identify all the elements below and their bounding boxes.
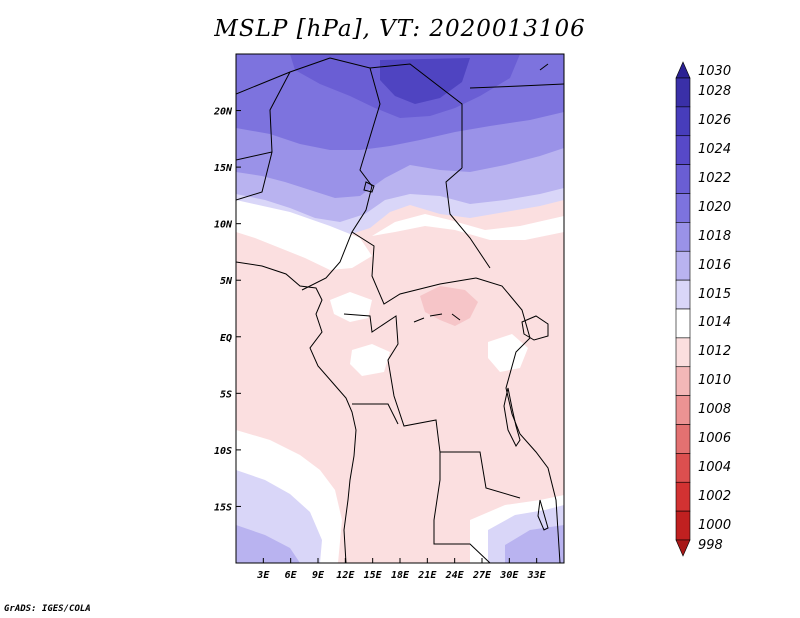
x-tick-label: 33E bbox=[527, 570, 547, 581]
colorbar-level-label: 1012 bbox=[698, 344, 732, 360]
colorbar-level-label: 1022 bbox=[698, 171, 732, 187]
lake-victoria bbox=[521, 315, 549, 341]
colorbar-level-label: 1016 bbox=[698, 257, 732, 273]
contour-1014-patch bbox=[488, 334, 528, 372]
colorbar-swatch bbox=[675, 510, 691, 541]
colorbar-level-label: 1002 bbox=[698, 488, 732, 504]
colorbar-swatch bbox=[675, 250, 691, 281]
colorbar-swatch bbox=[675, 222, 691, 252]
y-tick-label: 10S bbox=[214, 446, 232, 457]
x-tick-label: 18E bbox=[391, 570, 410, 581]
colorbar-level-label: 1006 bbox=[698, 430, 732, 446]
y-tick-label: 10N bbox=[214, 220, 233, 231]
colorbar-swatch bbox=[675, 77, 691, 108]
colorbar-swatch bbox=[675, 337, 691, 368]
colorbar-swatch bbox=[675, 135, 691, 165]
colorbar-swatch bbox=[675, 424, 691, 454]
contour-1016-south bbox=[236, 525, 300, 563]
colorbar-level-label: 1008 bbox=[698, 402, 732, 418]
x-tick-label: 6E bbox=[285, 570, 298, 581]
y-axis-ticks: 20N 15N 10N 5N EQ 5S 10S 15S bbox=[213, 107, 241, 513]
lake-tanganyika bbox=[503, 387, 521, 447]
colorbar-level-label: 1026 bbox=[698, 113, 732, 129]
contour-1012-low bbox=[420, 286, 478, 326]
x-tick-label: 30E bbox=[499, 570, 519, 581]
colorbar-level-label: 1014 bbox=[698, 315, 732, 331]
x-tick-label: 21E bbox=[417, 570, 437, 581]
x-tick-label: 15E bbox=[364, 570, 383, 581]
credit-text: GrADS: IGES/COLA bbox=[4, 604, 91, 614]
y-tick-label: 15S bbox=[214, 502, 232, 513]
lake-chad bbox=[363, 181, 375, 193]
y-tick-label: 20N bbox=[213, 107, 233, 118]
colorbar-swatch bbox=[675, 164, 691, 194]
y-tick-label: EQ bbox=[220, 333, 232, 344]
pressure-field bbox=[236, 54, 564, 563]
colorbar-swatch bbox=[675, 308, 691, 339]
colorbar-level-label: 1030 bbox=[698, 64, 732, 80]
y-tick-label: 15N bbox=[214, 163, 233, 174]
colorbar-level-label: 1018 bbox=[698, 228, 732, 244]
contour-1014-band bbox=[236, 200, 564, 270]
colorbar-level-label: 1010 bbox=[698, 373, 732, 389]
colorbar-swatch bbox=[675, 61, 691, 79]
contour-1016-southeast bbox=[505, 525, 564, 563]
colorbar-level-label: 998 bbox=[698, 537, 723, 553]
colorbar-level-label: 1024 bbox=[698, 142, 732, 158]
red-sea-coast bbox=[469, 63, 564, 89]
x-tick-label: 12E bbox=[336, 570, 355, 581]
colorbar-swatch bbox=[675, 481, 691, 512]
lake-malawi bbox=[537, 499, 549, 531]
x-axis-ticks: 3E 6E 9E 12E 15E 18E 21E 24E 27E 30E 33E bbox=[256, 558, 547, 581]
colorbar-swatch bbox=[675, 106, 691, 137]
x-tick-label: 9E bbox=[312, 570, 325, 581]
chad-cameroon-borders bbox=[301, 185, 477, 305]
colorbar-swatch bbox=[675, 279, 691, 310]
colorbar-swatch bbox=[675, 366, 691, 396]
colorbar-swatch bbox=[675, 539, 691, 557]
congo-river-dashes bbox=[413, 313, 461, 323]
contour-1014-patch bbox=[330, 292, 390, 376]
y-tick-label: 5S bbox=[220, 389, 232, 400]
colorbar-level-label: 1004 bbox=[698, 459, 732, 475]
x-tick-label: 24E bbox=[445, 570, 465, 581]
x-tick-label: 27E bbox=[472, 570, 492, 581]
east-africa-borders bbox=[475, 277, 561, 563]
sahara-borders bbox=[236, 57, 491, 269]
colorbar-swatch bbox=[675, 193, 691, 223]
angola-borders bbox=[352, 403, 491, 563]
colorbar-level-label: 1020 bbox=[698, 199, 732, 215]
west-african-coast bbox=[236, 261, 357, 563]
colorbar-swatch bbox=[675, 453, 691, 483]
x-tick-label: 3E bbox=[256, 570, 270, 581]
coastlines-and-borders bbox=[236, 57, 564, 563]
colorbar-level-label: 1000 bbox=[698, 517, 732, 533]
colorbar-level-label: 1028 bbox=[698, 84, 732, 100]
y-tick-label: 5N bbox=[220, 276, 233, 287]
colorbar bbox=[675, 61, 691, 557]
congo-borders bbox=[343, 313, 521, 499]
map-title: MSLP [hPa], VT: 2020013106 bbox=[214, 16, 586, 42]
colorbar-level-label: 1015 bbox=[698, 286, 732, 302]
colorbar-swatch bbox=[675, 395, 691, 425]
